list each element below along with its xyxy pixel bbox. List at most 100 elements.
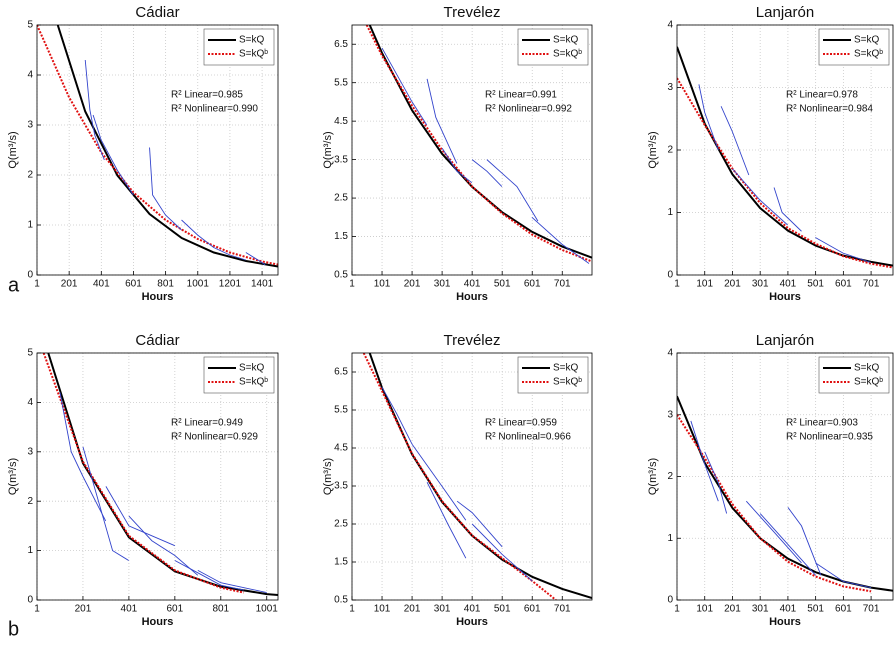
legend-label: S=kQᵇ: [239, 377, 268, 388]
legend-label: S=kQᵇ: [239, 49, 268, 60]
y-tick-label: 3.5: [334, 154, 348, 165]
plot-area: [37, 25, 278, 275]
x-tick-label: 601: [167, 604, 184, 615]
series-line: [128, 515, 199, 576]
legend-box: [517, 28, 589, 66]
annotation: R² Nonlinear=0.929: [171, 432, 258, 443]
annotation: R² Nonlineal=0.966: [485, 432, 571, 443]
x-tick-label: 701: [554, 604, 571, 615]
legend-box: [203, 356, 275, 394]
x-axis-label: Hours: [142, 616, 174, 628]
series-line: [84, 59, 105, 161]
x-tick-label: 201: [75, 604, 92, 615]
annotation: R² Linear=0.978: [786, 90, 858, 101]
series-line: [732, 168, 788, 226]
y-tick-label: 2.5: [334, 193, 348, 204]
y-tick-label: 6.5: [334, 367, 348, 378]
annotation: R² Nonlinear=0.990: [171, 104, 258, 115]
x-tick-label: 101: [374, 604, 391, 615]
y-tick-label: 3: [667, 82, 673, 93]
x-axis-label: Hours: [142, 291, 174, 303]
series-line: [759, 513, 816, 576]
axes-frame: [36, 352, 279, 601]
x-tick-label: 401: [93, 279, 110, 290]
series-line: [245, 252, 266, 266]
y-tick-label: 0: [27, 270, 33, 281]
y-axis-label: Q(m³/s): [322, 458, 334, 495]
legend-label: S=kQᵇ: [854, 377, 883, 388]
series-line: [787, 507, 822, 576]
y-tick-label: 0: [27, 595, 33, 606]
y-axis-label: Q(m³/s): [322, 131, 334, 168]
x-tick-label: 601: [835, 604, 852, 615]
series-line: [42, 353, 244, 594]
x-tick-label: 701: [863, 279, 880, 290]
panel-label: a: [8, 274, 20, 296]
y-axis-label: Q(m³/s): [7, 458, 19, 495]
y-tick-label: 4: [667, 348, 673, 359]
x-tick-label: 601: [125, 279, 142, 290]
y-tick-label: 6.5: [334, 39, 348, 50]
x-tick-label: 101: [696, 604, 713, 615]
x-tick-label: 201: [404, 604, 421, 615]
y-tick-label: 1: [27, 220, 33, 231]
x-tick-label: 701: [863, 604, 880, 615]
y-tick-label: 4: [27, 70, 33, 81]
y-tick-label: 2: [27, 496, 33, 507]
chart-title: Trevélez: [444, 4, 501, 21]
legend-label: S=kQ: [854, 35, 880, 46]
legend-box: [517, 356, 589, 394]
plot-lines: [362, 353, 592, 600]
y-tick-label: 2: [27, 170, 33, 181]
x-tick-label: 801: [157, 279, 174, 290]
x-tick-label: 501: [807, 604, 824, 615]
x-tick-label: 1: [349, 279, 355, 290]
subplot: 0.5 1.5 2.5 3.5 4.5 5.5 6.5 1 101 201 301 401 501 601…: [322, 4, 593, 303]
annotation: R² Linear=0.991: [485, 90, 557, 101]
x-tick-label: 1: [674, 604, 680, 615]
x-tick-label: 1001: [256, 604, 279, 615]
series-line: [365, 25, 592, 263]
series-line: [181, 219, 246, 261]
plot-lines: [42, 353, 278, 597]
y-axis-label: Q(m³/s): [647, 131, 659, 168]
series-line: [720, 106, 750, 176]
legend-box: [818, 356, 890, 394]
annotation: R² Nonlinear=0.984: [786, 104, 873, 115]
y-tick-label: 3: [27, 446, 33, 457]
series-line: [105, 486, 176, 547]
series-line: [411, 443, 467, 521]
x-tick-label: 601: [524, 279, 541, 290]
series-line: [677, 77, 893, 269]
annotation: R² Linear=0.949: [171, 418, 243, 429]
plot-lines: [677, 46, 893, 269]
series-line: [531, 216, 590, 264]
x-axis-label: Hours: [456, 291, 488, 303]
series-line: [381, 386, 413, 445]
series-line: [174, 560, 244, 591]
series-line: [745, 500, 802, 564]
series-line: [441, 147, 473, 184]
chart-title: Lanjarón: [756, 4, 814, 21]
x-tick-label: 201: [404, 279, 421, 290]
x-tick-label: 301: [752, 604, 769, 615]
x-tick-label: 1: [674, 279, 680, 290]
series-line: [426, 78, 458, 164]
series-line: [59, 392, 107, 522]
series-line: [486, 159, 539, 222]
y-tick-label: 5: [27, 348, 33, 359]
y-axis-label: Q(m³/s): [7, 131, 19, 168]
x-tick-label: 201: [724, 279, 741, 290]
y-tick-label: 4: [27, 397, 33, 408]
x-tick-label: 601: [524, 604, 541, 615]
series-line: [815, 562, 872, 589]
chart-title: Trevélez: [444, 332, 501, 349]
x-tick-label: 401: [464, 604, 481, 615]
series-line: [149, 147, 182, 231]
x-tick-label: 1: [34, 604, 40, 615]
series-line: [426, 482, 467, 559]
x-axis-label: Hours: [769, 616, 801, 628]
series-line: [815, 237, 871, 263]
x-tick-label: 401: [121, 604, 138, 615]
